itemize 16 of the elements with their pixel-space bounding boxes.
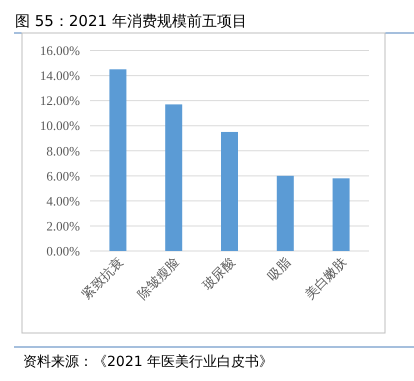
x-tick-label: 玻尿酸 [200,255,238,294]
x-tick-label: 吸脂 [265,255,294,284]
y-tick-label: 10.00% [40,118,80,134]
y-tick-label: 16.00% [40,43,80,58]
y-tick-label: 8.00% [46,143,80,158]
text: 资料来源：《2021 年医美行业白皮书》 [23,354,274,370]
x-tick-label: 紧致抗衰 [78,254,127,303]
y-tick-label: 0.00% [46,244,80,258]
title: 图 55：2021 年消费规模前五项目 [15,12,247,30]
y-tick-label: 6.00% [46,168,80,184]
y-tick-label: 2.00% [46,218,80,234]
x-tick-label: 美白嫩肤 [302,254,350,303]
y-tick-label: 4.00% [46,193,80,208]
y-tick-label: 12.00% [40,93,80,108]
x-tick-label: 除皱瘦脸 [135,255,183,303]
y-tick-label: 14.00% [40,68,80,84]
